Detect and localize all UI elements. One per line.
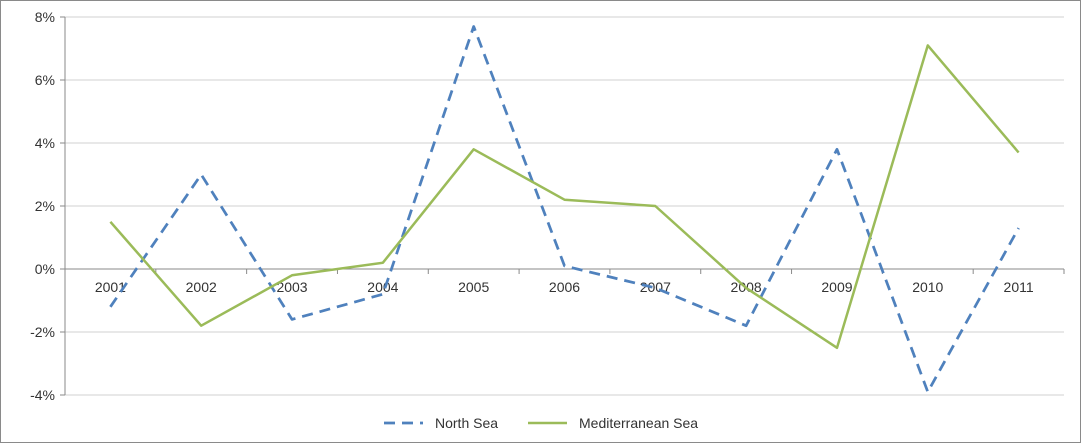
x-tick-label: 2004 xyxy=(367,279,398,295)
x-tick-label: 2002 xyxy=(186,279,217,295)
y-tick-label: -4% xyxy=(30,387,55,403)
x-tick-label: 2001 xyxy=(95,279,126,295)
x-tick-label: 2009 xyxy=(821,279,852,295)
y-tick-label: 8% xyxy=(35,9,55,25)
legend-label-1: North Sea xyxy=(435,415,498,431)
x-tick-label: 2006 xyxy=(549,279,580,295)
y-tick-label: 0% xyxy=(35,261,55,277)
y-tick-label: 6% xyxy=(35,72,55,88)
axes xyxy=(60,16,1065,396)
series-lines xyxy=(109,25,1020,394)
y-tick-label: 4% xyxy=(35,135,55,151)
gridlines xyxy=(65,16,1064,396)
x-tick-label: 2011 xyxy=(1004,279,1034,295)
x-tick-label: 2003 xyxy=(276,279,307,295)
x-tick-label: 2010 xyxy=(912,279,943,295)
y-tick-label: -2% xyxy=(30,324,55,340)
x-tick-label: 2005 xyxy=(458,279,489,295)
legend: North Sea Mediterranean Sea xyxy=(384,415,698,431)
x-tick-labels: 2001 2002 2003 2004 2005 2006 2007 2008 2009 2010… xyxy=(95,279,1034,295)
y-tick-label: 2% xyxy=(35,198,55,214)
series-line-1 xyxy=(109,25,1020,394)
legend-label-2: Mediterranean Sea xyxy=(579,415,698,431)
y-tick-labels: 8% 6% 4% 2% 0% -2% -4% xyxy=(30,9,55,403)
series-line-2 xyxy=(109,44,1020,350)
